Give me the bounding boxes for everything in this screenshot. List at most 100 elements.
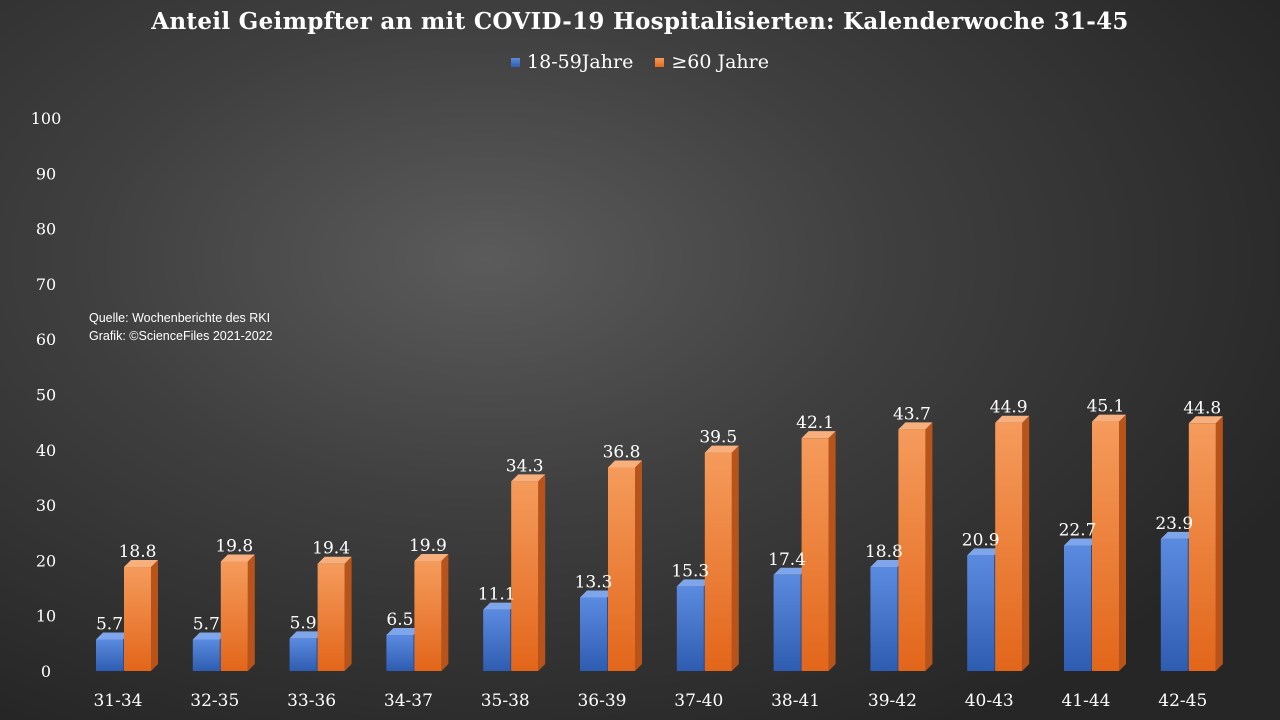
y-tick-label: 70 — [36, 275, 56, 294]
bar-60-plus — [124, 567, 151, 671]
bar-side — [635, 460, 642, 671]
data-label: 17.4 — [768, 550, 806, 570]
y-tick-label: 20 — [36, 551, 56, 570]
data-label: 19.8 — [215, 537, 253, 557]
data-label: 44.9 — [990, 398, 1028, 418]
bar-top — [676, 579, 711, 587]
bar-60-plus — [704, 452, 732, 671]
bar-18-59 — [580, 597, 607, 671]
data-label: 23.9 — [1155, 514, 1193, 534]
legend: 18-59Jahre ≥60 Jahre — [0, 51, 1280, 73]
y-tick-label: 30 — [36, 496, 56, 515]
bar-side — [1022, 415, 1030, 671]
data-label: 15.3 — [671, 561, 709, 581]
bar-top — [220, 554, 255, 562]
data-label: 36.8 — [603, 442, 641, 462]
bar-60-plus — [995, 422, 1023, 671]
data-label: 20.9 — [962, 530, 1000, 550]
y-tick-label: 10 — [36, 607, 56, 626]
y-axis: 0 10 20 30 40 50 60 70 80 90 100 — [31, 109, 62, 681]
bar-top — [192, 632, 227, 640]
bar-top — [967, 548, 1002, 556]
bar-18-59 — [483, 609, 511, 671]
y-tick-label: 90 — [36, 164, 56, 183]
bar-top — [124, 560, 158, 568]
bar-18-59 — [192, 639, 220, 671]
bar-top — [96, 632, 130, 640]
x-tick-label: 31-34 — [93, 691, 142, 711]
bar-top — [414, 553, 449, 561]
bar-top — [1064, 538, 1098, 546]
bar-top — [289, 631, 324, 639]
bar-side — [925, 422, 933, 671]
y-tick-label: 50 — [36, 386, 56, 405]
bar-side — [151, 560, 158, 671]
legend-swatch-18-59 — [511, 57, 521, 67]
bar-top — [773, 567, 808, 575]
data-label: 18.8 — [865, 542, 903, 562]
bar-top — [386, 628, 421, 636]
x-tick-label: 35-38 — [481, 691, 530, 711]
x-tick-label: 40-43 — [965, 691, 1014, 711]
x-tick-label: 38-41 — [771, 691, 820, 711]
bar-60-plus — [220, 561, 248, 671]
bar-side — [731, 445, 739, 671]
bars — [96, 414, 1223, 671]
legend-item-18-59: 18-59Jahre — [511, 51, 633, 73]
x-tick-label: 42-45 — [1158, 691, 1207, 711]
legend-item-60-plus: ≥60 Jahre — [655, 51, 769, 73]
bar-top — [483, 602, 518, 610]
x-tick-label: 34-37 — [384, 691, 433, 711]
bar-side — [828, 431, 836, 671]
y-tick-label: 60 — [36, 330, 56, 349]
bar-top — [580, 590, 614, 598]
x-tick-label: 37-40 — [674, 691, 723, 711]
y-tick-label: 40 — [36, 441, 56, 460]
data-label: 19.4 — [312, 539, 350, 559]
data-label: 43.7 — [893, 404, 931, 424]
source-annotation: Quelle: Wochenberichte des RKI Grafik: ©… — [89, 309, 273, 345]
data-label: 18.8 — [119, 542, 157, 562]
bar-18-59 — [96, 639, 123, 671]
bar-side — [441, 553, 449, 671]
bar-60-plus — [801, 438, 829, 671]
bar-top — [511, 474, 546, 482]
bar-60-plus — [1188, 423, 1216, 671]
bar-18-59 — [870, 567, 898, 671]
bar-side — [538, 474, 546, 671]
bar-60-plus — [1092, 421, 1119, 671]
data-label: 39.5 — [699, 428, 737, 448]
bar-18-59 — [289, 638, 317, 671]
data-label: 42.1 — [796, 413, 834, 433]
bar-top — [608, 460, 642, 468]
legend-swatch-60-plus — [655, 57, 665, 67]
bar-18-59 — [676, 586, 704, 671]
bar-60-plus — [317, 563, 345, 671]
data-label: 11.1 — [478, 585, 516, 605]
data-labels: 5.7 18.8 5.7 19.8 5.9 19.4 6.5 19.9 11.1 34.3 13.3… — [96, 397, 1221, 635]
x-tick-label: 39-42 — [868, 691, 917, 711]
bar-side — [344, 556, 352, 671]
bar-top — [870, 560, 905, 568]
bar-60-plus — [511, 481, 539, 671]
legend-label-18-59: 18-59Jahre — [527, 51, 634, 73]
x-tick-label: 33-36 — [287, 691, 336, 711]
bar-18-59 — [773, 574, 801, 671]
bar-top — [1092, 414, 1126, 422]
bar-60-plus — [414, 560, 442, 671]
bar-18-59 — [967, 555, 995, 671]
credit-line: Grafik: ©ScienceFiles 2021-2022 — [89, 329, 273, 343]
x-tick-label: 32-35 — [190, 691, 239, 711]
y-tick-label: 100 — [31, 109, 62, 128]
y-tick-label: 80 — [36, 220, 56, 239]
bar-top — [995, 415, 1030, 423]
bar-top — [1160, 531, 1195, 539]
bar-18-59 — [1160, 538, 1188, 671]
data-label: 5.7 — [96, 614, 123, 634]
bar-top — [704, 445, 739, 453]
x-axis: 31-34 32-35 33-36 34-37 35-38 36-39 37-40 38-41… — [93, 691, 1207, 711]
bar-top — [898, 422, 933, 430]
legend-label-60-plus: ≥60 Jahre — [671, 51, 769, 73]
bar-side — [1215, 416, 1223, 671]
bar-top — [1188, 416, 1223, 424]
